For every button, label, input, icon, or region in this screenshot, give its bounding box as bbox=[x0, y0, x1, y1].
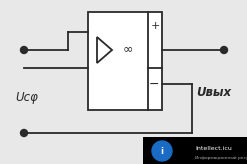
Text: Ucφ: Ucφ bbox=[15, 92, 38, 104]
Text: −: − bbox=[149, 78, 159, 91]
Bar bbox=[88, 12, 162, 110]
Text: ∞: ∞ bbox=[123, 42, 133, 55]
Circle shape bbox=[221, 47, 227, 53]
Text: i: i bbox=[161, 146, 164, 155]
Text: Информационный ресурс: Информационный ресурс bbox=[195, 156, 247, 160]
Text: Intellect.icu: Intellect.icu bbox=[195, 145, 232, 151]
Text: Uвых: Uвых bbox=[196, 85, 231, 99]
Bar bbox=[143, 137, 247, 164]
Text: +: + bbox=[150, 21, 160, 31]
Circle shape bbox=[21, 47, 27, 53]
Circle shape bbox=[21, 130, 27, 136]
Circle shape bbox=[152, 141, 172, 161]
